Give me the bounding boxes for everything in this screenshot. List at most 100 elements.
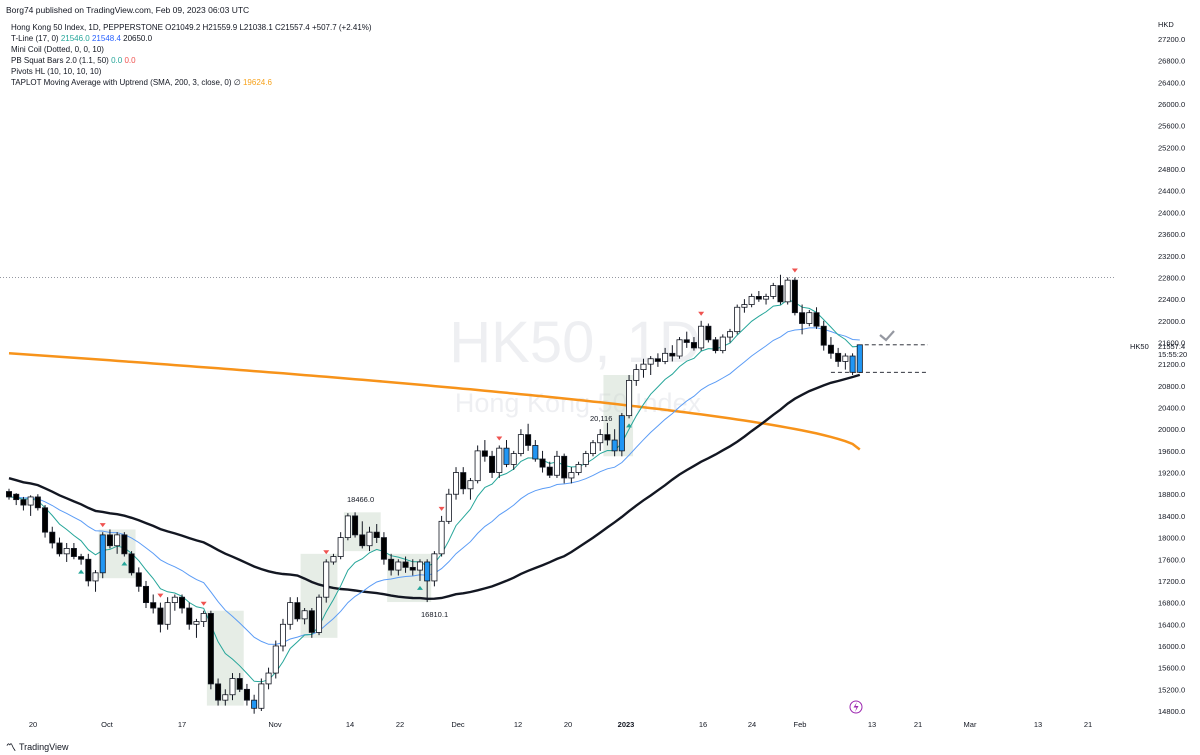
candle-92	[669, 345, 676, 362]
candle-body-59	[431, 553, 438, 582]
candle-body-117	[849, 355, 856, 373]
time-tick-label: 20	[564, 720, 572, 729]
candle-55	[402, 556, 409, 573]
candle-body-71	[517, 434, 524, 454]
candle-93	[676, 337, 683, 359]
candle-body-85	[618, 415, 625, 452]
candle-body-57	[416, 561, 423, 571]
candle-54	[395, 559, 402, 576]
candle-23	[171, 594, 178, 611]
candle-body-39	[287, 602, 294, 625]
price-tick-label: 16400.0	[1158, 620, 1185, 629]
pivot-low-marker	[78, 569, 85, 574]
time-axis[interactable]: 20 Oct 17 Nov 14 22 Dec 12 20 2023 16 24 Feb 13 21 Mar 1…	[29, 720, 1092, 729]
candle-body-62	[453, 472, 460, 495]
candle-94	[683, 331, 690, 348]
candle-body-49	[359, 534, 366, 547]
candle-body-30	[222, 694, 229, 701]
brand-name: TradingView	[19, 741, 69, 752]
candle-body-89	[647, 358, 654, 365]
tline-value-3: 20650.0	[123, 34, 153, 43]
price-tick-label: 27200.0	[1158, 35, 1185, 44]
candle-45	[330, 553, 337, 565]
candle-26	[193, 618, 200, 638]
legend-pivots[interactable]: Pivots HL (10, 10, 10, 10)	[11, 67, 102, 76]
candle-46	[337, 532, 344, 560]
candle-9	[70, 543, 77, 560]
candle-body-111	[806, 312, 813, 324]
price-tick-label: 19600.0	[1158, 447, 1185, 456]
candle-109	[791, 277, 798, 316]
candle-72	[525, 423, 532, 451]
candle-76	[553, 450, 560, 478]
candle-7	[56, 537, 63, 557]
candle-100	[727, 328, 734, 343]
time-tick-label: 21	[914, 720, 922, 729]
candle-body-67	[489, 455, 496, 473]
taplot-name: TAPLOT Moving Average with Uptrend (SMA,…	[11, 78, 232, 87]
candle-27	[200, 610, 207, 627]
legend-main-series[interactable]: Hong Kong 50 Index, 1D, PEPPERSTONE O210…	[11, 23, 372, 32]
candle-65	[474, 445, 481, 484]
candle-body-29	[215, 683, 222, 701]
candle-111	[806, 309, 813, 327]
candle-body-21	[157, 607, 164, 625]
legend-pbsquat[interactable]: PB Squat Bars 2.0 (1.1, 50) 0.0 0.0	[11, 55, 372, 66]
candle-19	[142, 580, 149, 609]
candle-body-94	[683, 339, 690, 343]
candle-32	[236, 673, 243, 693]
candle-101	[734, 304, 741, 335]
candle-body-4	[34, 496, 41, 509]
candle-body-110	[799, 312, 806, 324]
candle-body-86	[626, 380, 633, 417]
candle-2	[20, 496, 27, 511]
legend-minicoil[interactable]: Mini Coil (Dotted, 0, 0, 10)	[11, 45, 104, 54]
candle-body-36	[265, 672, 272, 685]
candle-body-63	[460, 472, 467, 490]
candle-body-26	[193, 621, 200, 625]
candle-body-0	[6, 491, 12, 498]
candle-115	[835, 347, 842, 367]
candle-body-100	[727, 331, 734, 338]
candle-body-17	[128, 553, 135, 574]
candle-98	[712, 337, 719, 354]
candle-body-118	[856, 344, 863, 373]
tline-name: T-Line (17, 0)	[11, 34, 59, 43]
candle-body-27	[200, 613, 207, 622]
candle-96	[698, 320, 705, 351]
candle-21	[157, 602, 164, 633]
legend-taplot[interactable]: TAPLOT Moving Average with Uptrend (SMA,…	[11, 77, 372, 88]
time-tick-label: Nov	[268, 720, 282, 729]
price-axis[interactable]: HKD 27200.0 26800.0 26400.0 26000.0 25600.0 2…	[1158, 20, 1185, 716]
candle-113	[820, 320, 827, 351]
candle-body-116	[842, 355, 849, 362]
candle-body-52	[380, 537, 387, 560]
candle-body-33	[243, 688, 250, 701]
candle-body-18	[135, 572, 142, 587]
time-tick-label: Feb	[794, 720, 807, 729]
candle-43	[316, 594, 323, 636]
candle-body-15	[114, 534, 121, 547]
checkmark-icon[interactable]	[879, 330, 895, 342]
candle-body-7	[56, 542, 63, 555]
candle-88	[640, 358, 647, 378]
candle-34	[251, 694, 258, 714]
candle-89	[647, 356, 654, 375]
legend-tline[interactable]: T-Line (17, 0) 21546.0 21548.4 20650.0	[11, 33, 372, 44]
candle-body-32	[236, 678, 243, 690]
price-tick-label: 15600.0	[1158, 664, 1185, 673]
candle-110	[799, 304, 806, 335]
candle-114	[827, 337, 834, 359]
candle-64	[467, 477, 474, 500]
price-tick-label: 18000.0	[1158, 534, 1185, 543]
candle-71	[517, 429, 524, 457]
pivot-high-marker	[323, 550, 330, 555]
candle-body-65	[474, 450, 481, 482]
price-tick-label: 22800.0	[1158, 273, 1185, 282]
price-tick-label: 21600.0	[1158, 338, 1185, 347]
candle-82	[597, 429, 604, 451]
candle-61	[445, 488, 452, 525]
tradingview-brand[interactable]: 〽 TradingView	[6, 739, 69, 755]
lightning-icon[interactable]	[849, 700, 863, 714]
